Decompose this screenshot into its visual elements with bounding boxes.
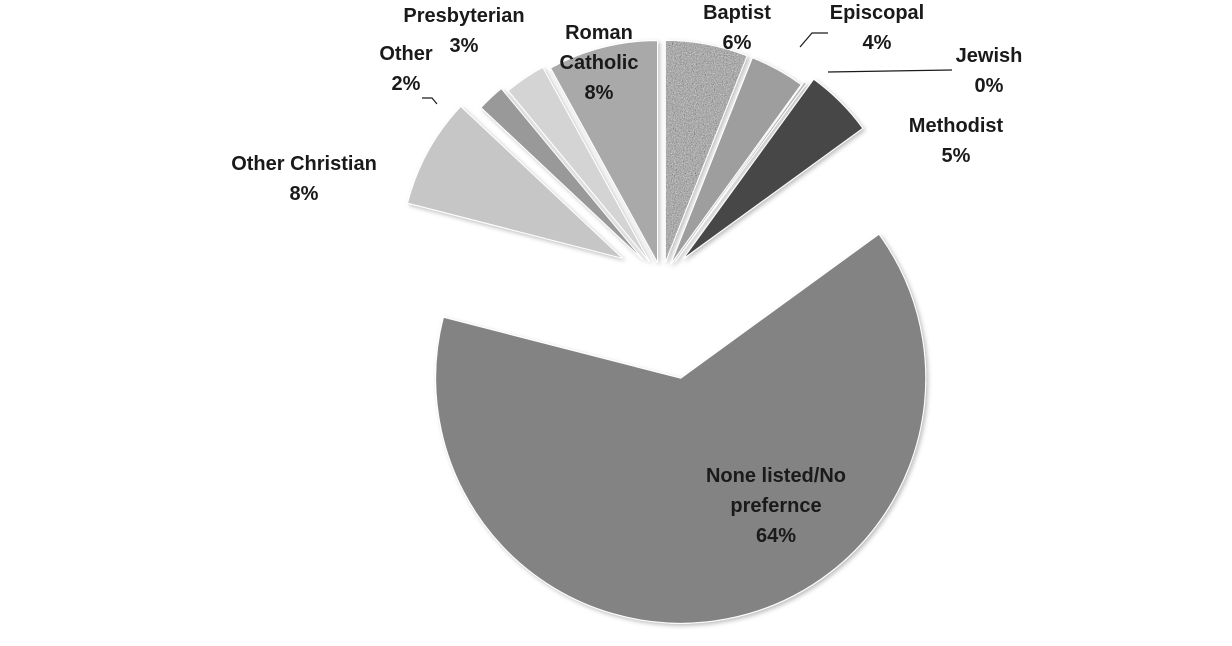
category-label: Presbyterian xyxy=(403,5,524,27)
label-episcopal: Episcopal 4% xyxy=(830,2,924,54)
category-label: Methodist xyxy=(909,115,1004,137)
slice-other xyxy=(480,87,644,260)
leader-line-episcopal xyxy=(799,32,828,48)
value-label: 8% xyxy=(290,183,319,205)
label-baptist: Baptist 6% xyxy=(703,2,771,54)
slice-presbyterian xyxy=(507,66,651,263)
label-methodist: Methodist 5% xyxy=(909,115,1004,167)
category-label: Catholic xyxy=(560,52,639,74)
leader-line-other xyxy=(422,97,438,105)
value-label: 64% xyxy=(756,525,796,547)
category-label: Other Christian xyxy=(231,153,377,175)
label-presbyterian: Presbyterian 3% xyxy=(403,5,524,57)
slice-jewish xyxy=(674,81,808,263)
value-label: 2% xyxy=(392,73,421,95)
category-label: Episcopal xyxy=(830,2,924,24)
value-label: 0% xyxy=(975,75,1004,97)
label-none-listed-no-prefernce: None listed/No prefernce 64% xyxy=(706,465,846,547)
category-label: Baptist xyxy=(703,2,771,24)
value-label: 8% xyxy=(585,82,614,104)
category-label: Jewish xyxy=(956,45,1023,67)
category-label: Other xyxy=(379,43,433,65)
slice-episcopal xyxy=(670,57,802,265)
label-jewish: Jewish 0% xyxy=(956,45,1023,97)
slice-other-christian xyxy=(406,105,623,259)
category-label: Roman xyxy=(565,22,633,44)
slice-baptist xyxy=(664,39,748,263)
label-roman-catholic: Roman Catholic 8% xyxy=(560,22,639,104)
value-label: 3% xyxy=(450,35,479,57)
label-other-christian: Other Christian 8% xyxy=(231,153,377,205)
category-label: prefernce xyxy=(730,495,821,517)
slice-methodist xyxy=(682,78,864,260)
slice-none-listed-no-prefernce xyxy=(435,233,927,624)
value-label: 6% xyxy=(723,32,752,54)
leader-line-jewish xyxy=(827,69,953,73)
value-label: 5% xyxy=(942,145,971,167)
leader-lines xyxy=(422,32,953,105)
value-label: 4% xyxy=(863,32,892,54)
slice-labels: Baptist 6% Episcopal 4% Jewish 0% Methodist 5% N… xyxy=(231,2,1022,547)
label-other: Other 2% xyxy=(379,43,433,95)
category-label: None listed/No xyxy=(706,465,846,487)
slice-roman-catholic xyxy=(549,40,659,263)
pie-slices xyxy=(406,39,927,624)
